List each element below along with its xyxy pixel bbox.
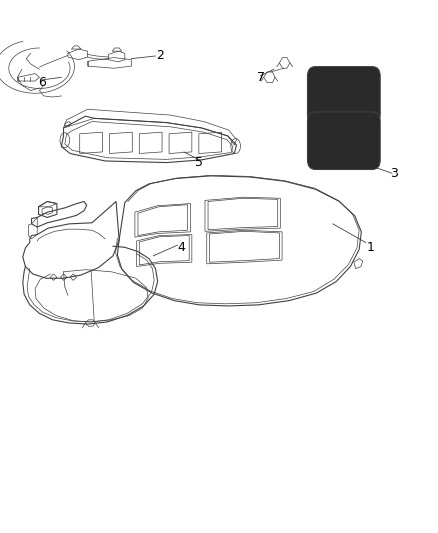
Text: 5: 5 xyxy=(195,156,203,169)
FancyBboxPatch shape xyxy=(307,67,380,124)
Text: 3: 3 xyxy=(390,167,398,180)
Text: 6: 6 xyxy=(38,76,46,89)
Text: 1: 1 xyxy=(366,241,374,254)
Text: 7: 7 xyxy=(257,71,265,84)
FancyBboxPatch shape xyxy=(307,112,380,169)
Text: 2: 2 xyxy=(156,50,164,62)
Text: 4: 4 xyxy=(178,241,186,254)
